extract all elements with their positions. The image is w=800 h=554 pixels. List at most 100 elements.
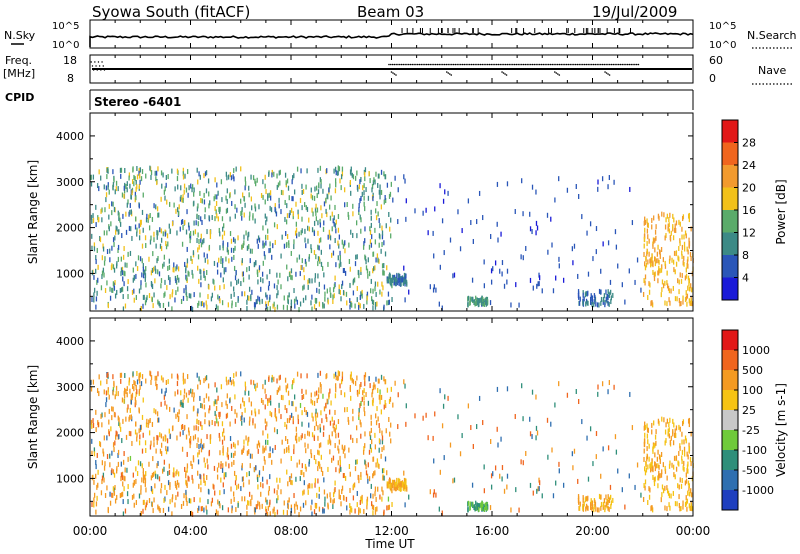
power-echo [122, 306, 125, 312]
velocity-echo [197, 507, 199, 513]
power-echo [329, 204, 331, 210]
velocity-echo [120, 372, 123, 378]
power-echo [107, 184, 109, 190]
velocity-echo [148, 498, 151, 504]
power-echo [653, 215, 655, 221]
velocity-echo [232, 442, 235, 448]
velocity-echo [283, 500, 285, 506]
power-echo [153, 292, 155, 298]
power-echo [115, 180, 118, 186]
nave-dot [558, 63, 561, 66]
velocity-echo [643, 442, 646, 448]
x-tick-labels: 00:00 04:00 08:00 12:00 16:00 20:00 00:00 [73, 524, 711, 538]
velocity-echo [661, 484, 664, 490]
velocity-echo [356, 438, 358, 444]
power-echo [145, 282, 147, 288]
velocity-echo [225, 472, 227, 478]
power-echo [337, 240, 339, 246]
velocity-echo [166, 438, 169, 444]
velocity-echo [334, 428, 337, 434]
velocity-echo [359, 499, 361, 505]
velocity-echo [300, 435, 302, 441]
velocity-echo [313, 425, 316, 431]
velocity-echo [525, 450, 527, 456]
velocity-echo [575, 389, 577, 395]
time-ticks [89, 20, 694, 516]
velocity-echo [677, 483, 679, 489]
velocity-echo [334, 371, 337, 377]
power-echo [295, 227, 298, 233]
velocity-echo [226, 452, 229, 458]
velocity-echo [536, 430, 539, 436]
power-echo [213, 196, 215, 202]
nave-start-dot [103, 69, 106, 71]
velocity-echo [317, 466, 319, 472]
velocity-echo [262, 430, 264, 436]
velocity-echo [233, 381, 235, 387]
velocity-echo [598, 507, 600, 513]
x-tick-label: 20:00 [575, 524, 610, 538]
power-echo [687, 213, 690, 219]
velocity-echo [366, 496, 369, 502]
power-echo [305, 261, 307, 267]
power-echo [390, 233, 392, 239]
velocity-echo [644, 466, 646, 472]
velocity-echo [483, 504, 485, 510]
power-echo [269, 247, 271, 253]
velocity-echo [658, 464, 660, 470]
power-echo [316, 207, 319, 213]
velocity-echo [681, 439, 683, 445]
velocity-echo [256, 443, 258, 449]
power-echo [644, 261, 646, 267]
velocity-echo [142, 432, 144, 438]
velocity-echo [666, 418, 669, 424]
colorbar-tick-label: 24 [742, 159, 756, 172]
power-echo [467, 302, 469, 308]
power-echo [610, 289, 612, 295]
power-echo [191, 187, 193, 193]
velocity-echo [316, 492, 318, 498]
velocity-echo [127, 499, 129, 505]
velocity-echo [361, 498, 363, 504]
nave-dot [628, 63, 631, 66]
power-echo [196, 167, 198, 173]
power-echo [329, 235, 332, 241]
velocity-echo [645, 467, 648, 473]
power-echo [359, 303, 361, 309]
power-echo [232, 237, 235, 243]
velocity-echo [301, 388, 303, 394]
velocity-echo [250, 499, 252, 505]
power-echo [651, 256, 653, 262]
velocity-echo [383, 404, 385, 410]
power-echo [219, 298, 221, 304]
power-echo [396, 273, 398, 279]
power-echo [674, 269, 676, 275]
power-echo [135, 195, 137, 201]
power-echo [90, 175, 92, 181]
velocity-echo [149, 418, 151, 424]
power-echo [136, 174, 139, 180]
velocity-echo [136, 371, 138, 377]
power-echo [393, 274, 395, 280]
power-echo [578, 300, 581, 306]
velocity-echo [322, 431, 325, 437]
velocity-echo [117, 461, 120, 467]
velocity-echo [200, 443, 202, 449]
power-echo [101, 274, 103, 280]
power-echo [311, 227, 314, 233]
velocity-echo [581, 419, 583, 425]
velocity-echo [100, 413, 102, 419]
power-echo [235, 269, 237, 275]
velocity-echo [310, 392, 312, 398]
power-echo [165, 182, 167, 188]
range-tick-label: 1000 [56, 472, 84, 485]
power-echo [156, 234, 158, 240]
velocity-echo [674, 474, 676, 480]
power-echo [364, 226, 366, 232]
power-echo [173, 202, 175, 208]
power-echo [562, 277, 565, 283]
velocity-echo [264, 459, 266, 465]
velocity-echo [201, 403, 203, 409]
velocity-echo [453, 477, 456, 483]
power-echo [374, 265, 376, 271]
